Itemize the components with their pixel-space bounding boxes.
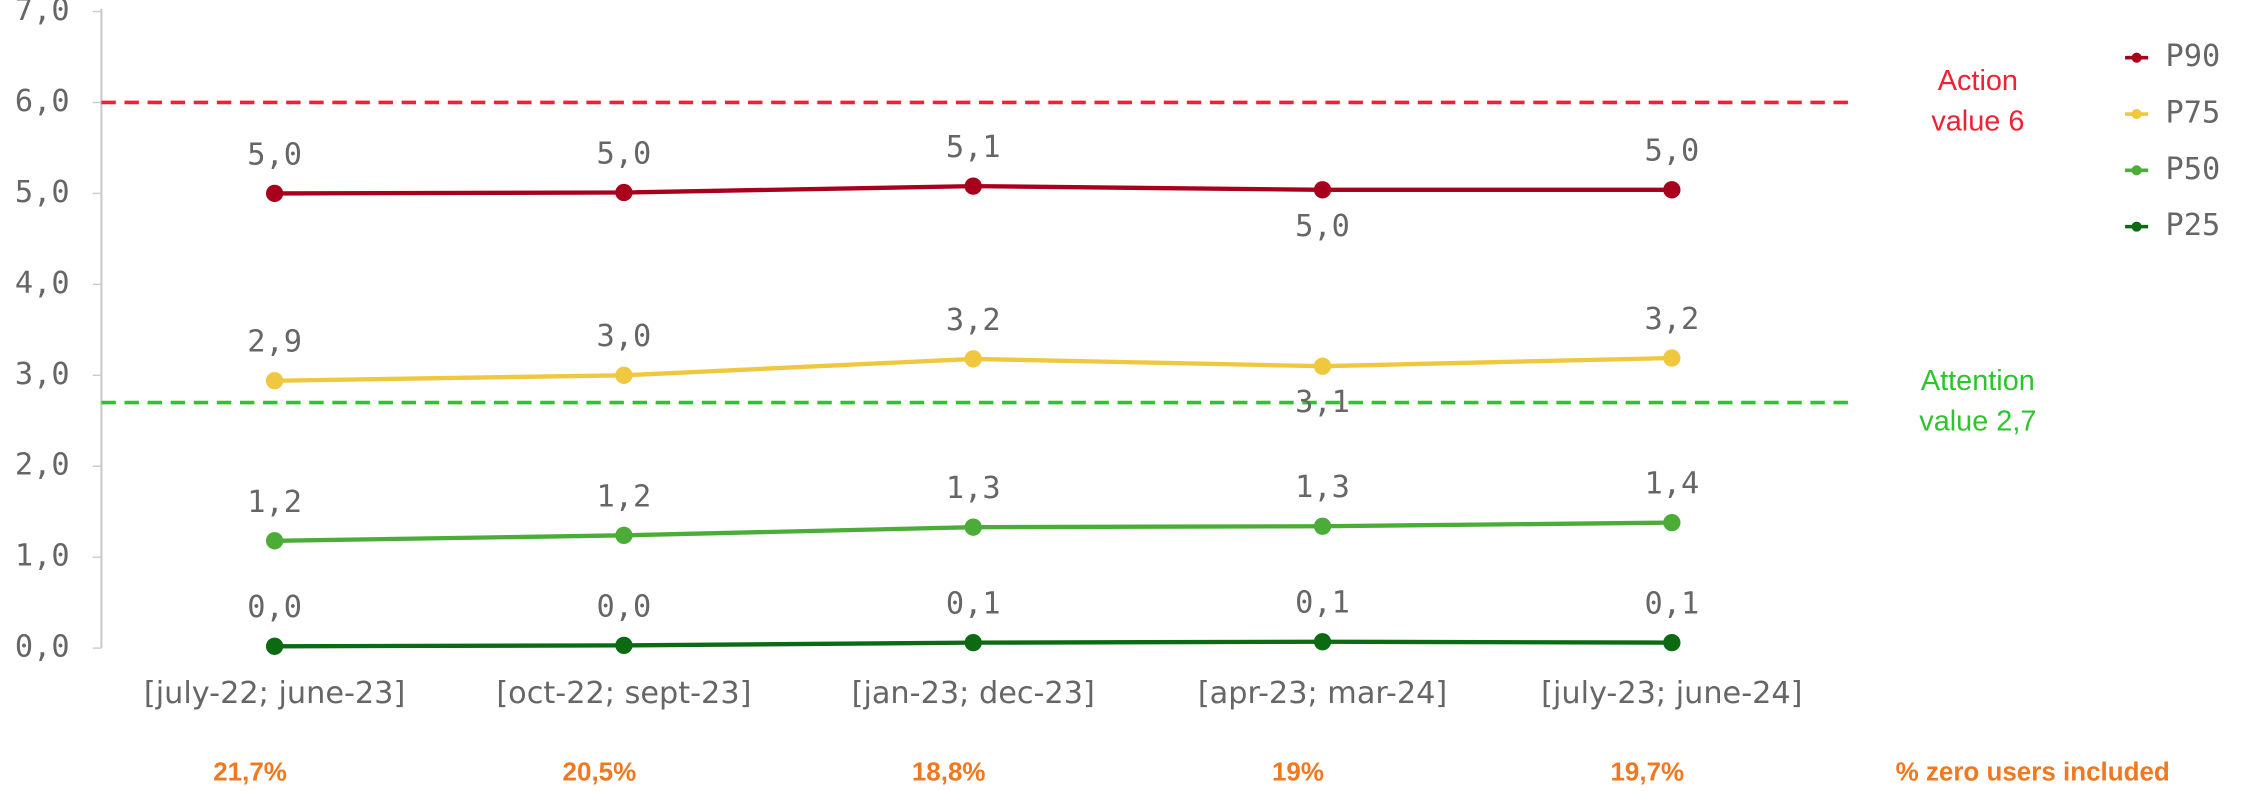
- legend-label: P90: [2165, 39, 2220, 74]
- data-label: 0,1: [1295, 586, 1350, 621]
- x-tick-label: [apr-23; mar-24]: [1198, 676, 1447, 711]
- data-point: [265, 372, 284, 390]
- legend-marker: [2131, 165, 2142, 176]
- x-tick-label: [july-23; june-24]: [1541, 676, 1802, 711]
- data-label: 5,0: [1644, 134, 1699, 169]
- zero-users-value: 18,8%: [912, 757, 986, 787]
- data-label: 5,1: [946, 130, 1001, 165]
- zero-users-label: % zero users included: [1896, 757, 2170, 787]
- y-tick-label: 5,0: [15, 175, 70, 210]
- data-label: 1,3: [1295, 470, 1350, 505]
- legend-marker: [2131, 52, 2142, 63]
- zero-users-value: 21,7%: [213, 757, 287, 787]
- data-label: 3,2: [1644, 302, 1699, 337]
- data-point: [1663, 349, 1681, 367]
- data-label: 1,2: [597, 479, 652, 514]
- data-point: [1313, 633, 1332, 651]
- y-tick-label: 0,0: [15, 630, 70, 665]
- data-label: 0,1: [946, 587, 1001, 622]
- data-label: 0,1: [1644, 587, 1699, 622]
- data-label: 1,3: [946, 471, 1001, 506]
- data-label: 1,4: [1644, 467, 1699, 502]
- data-point: [265, 532, 284, 550]
- y-tick-label: 3,0: [15, 357, 70, 392]
- data-point: [1663, 513, 1681, 532]
- data-point: [1313, 517, 1332, 535]
- data-point: [265, 184, 284, 203]
- data-point: [1313, 357, 1332, 375]
- legend-marker: [2131, 108, 2142, 120]
- zero-users-value: 19%: [1272, 757, 1324, 787]
- data-label: 0,0: [247, 590, 302, 625]
- y-tick-label: 7,0: [15, 0, 70, 28]
- reference-label: Attention: [1921, 365, 2035, 397]
- data-point: [615, 183, 633, 202]
- data-point: [615, 366, 633, 384]
- data-point: [964, 633, 982, 652]
- data-label: 5,0: [247, 137, 302, 172]
- data-label: 3,2: [946, 303, 1001, 338]
- legend-label: P50: [2165, 152, 2220, 187]
- data-label: 0,0: [597, 589, 652, 624]
- data-label: 1,2: [247, 485, 302, 520]
- reference-label: value 6: [1931, 105, 2024, 137]
- legend-label: P75: [2165, 96, 2220, 131]
- data-point: [964, 177, 982, 195]
- x-tick-label: [oct-22; sept-23]: [496, 676, 751, 711]
- data-point: [964, 350, 982, 368]
- data-point: [265, 637, 284, 655]
- x-tick-label: [jan-23; dec-23]: [852, 676, 1095, 711]
- data-point: [1663, 181, 1681, 199]
- data-label: 5,0: [597, 136, 652, 171]
- reference-label: value 2,7: [1919, 406, 2036, 438]
- y-tick-label: 4,0: [15, 266, 70, 301]
- x-tick-label: [july-22; june-23]: [144, 676, 405, 711]
- data-label: 2,9: [247, 325, 302, 360]
- data-label: 3,0: [597, 319, 652, 354]
- data-label: 3,1: [1295, 385, 1350, 420]
- data-point: [615, 526, 633, 545]
- data-point: [615, 636, 633, 655]
- y-tick-label: 1,0: [15, 539, 70, 574]
- zero-users-value: 20,5%: [563, 757, 637, 787]
- zero-users-value: 19,7%: [1610, 757, 1684, 787]
- legend-marker: [2131, 221, 2142, 232]
- y-tick-label: 6,0: [15, 84, 70, 119]
- reference-label: Action: [1938, 65, 2018, 97]
- data-label: 5,0: [1295, 209, 1350, 244]
- data-point: [1313, 181, 1332, 199]
- data-point: [1663, 633, 1681, 652]
- legend-label: P25: [2165, 208, 2220, 243]
- y-tick-label: 2,0: [15, 448, 70, 483]
- data-point: [964, 518, 982, 536]
